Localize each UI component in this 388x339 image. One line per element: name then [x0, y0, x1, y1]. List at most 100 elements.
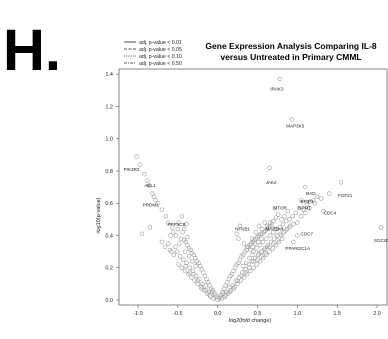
data-point — [251, 265, 256, 270]
data-point — [262, 220, 267, 225]
y-tick-label: 0.2 — [105, 266, 113, 272]
data-point — [207, 292, 212, 298]
data-point — [213, 292, 218, 298]
data-point — [283, 228, 288, 233]
x-tick-label: 0.0 — [214, 311, 222, 317]
data-point — [235, 278, 240, 283]
gene-label: PRDM1 — [143, 202, 160, 207]
gene-label: PPP3CB — [167, 222, 185, 227]
data-point — [264, 223, 270, 229]
data-point — [177, 241, 182, 246]
data-point — [174, 249, 180, 254]
data-point — [243, 270, 248, 275]
y-tick-label: 1.4 — [105, 72, 113, 78]
data-point — [293, 210, 298, 216]
data-point — [233, 278, 239, 283]
x-tick-label: 0.5 — [254, 311, 262, 317]
gene-label: MAP2K4 — [265, 227, 284, 232]
data-point — [287, 217, 292, 222]
data-point — [264, 236, 269, 241]
labeled-point — [134, 154, 139, 159]
data-point — [279, 236, 285, 241]
data-point — [249, 259, 255, 264]
labeled-point — [338, 180, 344, 185]
data-point — [142, 172, 147, 177]
gene-label: PIK3R2 — [124, 167, 140, 172]
data-point — [276, 212, 281, 217]
data-point — [254, 262, 259, 267]
gene-label: BRIP1 — [301, 199, 315, 204]
labeled-point — [267, 165, 272, 170]
data-point — [299, 213, 304, 219]
data-point — [187, 265, 192, 270]
data-point — [268, 233, 273, 238]
data-point — [275, 238, 280, 243]
data-point — [146, 183, 152, 188]
data-point — [279, 217, 284, 222]
data-point — [268, 220, 273, 225]
y-tick-label: 0.4 — [105, 233, 113, 239]
data-point — [259, 254, 264, 259]
data-point — [250, 252, 255, 258]
data-point — [174, 233, 179, 238]
data-point — [195, 278, 200, 283]
data-point — [178, 254, 183, 259]
data-point — [248, 247, 253, 253]
data-point — [241, 241, 247, 246]
data-point — [295, 220, 300, 225]
data-point — [181, 257, 186, 262]
gene-label: CDC7 — [301, 231, 314, 236]
x-axis-label: log2(fold change) — [229, 318, 272, 324]
plot-frame — [118, 68, 388, 306]
data-point — [203, 288, 208, 293]
data-point — [175, 226, 181, 232]
data-point — [192, 278, 197, 283]
data-point — [244, 244, 250, 249]
data-point — [312, 201, 318, 206]
data-point — [291, 222, 296, 227]
gene-label: FGF21 — [338, 193, 353, 198]
data-point — [247, 255, 252, 261]
gene-label: NPM1 — [298, 206, 311, 211]
labeled-point — [151, 194, 157, 199]
data-point — [319, 196, 324, 201]
panel-letter: H. — [3, 18, 61, 83]
gene-labels: IRAK3 MAP3K5 PIK3R2 ABL1 PRDM1 JAK2 BAD FGF21 BR… — [124, 86, 388, 251]
data-point — [231, 286, 236, 291]
data-point — [249, 236, 255, 241]
y-tick-label: 1.2 — [105, 104, 113, 110]
data-point — [189, 275, 194, 280]
data-points — [134, 76, 384, 303]
data-point — [159, 239, 165, 245]
data-point — [259, 236, 264, 241]
data-point — [182, 268, 188, 274]
y-tick-label: 1.0 — [105, 137, 113, 143]
labeled-point — [295, 233, 300, 238]
labeled-point — [272, 226, 278, 232]
data-point — [170, 225, 175, 230]
x-tick-label: 2.0 — [373, 311, 381, 317]
data-point — [159, 207, 165, 212]
gene-label: CDC4 — [324, 211, 337, 216]
legend-label-050: adj. p-value < 0.50 — [139, 61, 182, 67]
data-point — [239, 273, 244, 279]
x-tick-label: -1.0 — [133, 311, 142, 317]
data-point — [223, 292, 228, 298]
data-point — [183, 263, 188, 269]
legend: adj. p-value < 0.01 adj. p-value < 0.05 … — [124, 40, 182, 67]
data-point — [256, 251, 262, 256]
data-point — [193, 263, 198, 269]
gene-label: JAK2 — [265, 180, 276, 185]
data-point — [247, 265, 252, 270]
data-point — [185, 234, 190, 240]
gene-label: MAP3K5 — [286, 123, 305, 128]
data-point — [187, 270, 192, 275]
data-point — [199, 286, 204, 291]
labeled-point — [145, 178, 150, 183]
data-point — [256, 239, 261, 245]
x-tick-label: 1.0 — [294, 311, 302, 317]
data-point — [280, 222, 286, 227]
data-point — [248, 268, 253, 274]
y-axis-label: -log10(p-value) — [96, 197, 102, 234]
